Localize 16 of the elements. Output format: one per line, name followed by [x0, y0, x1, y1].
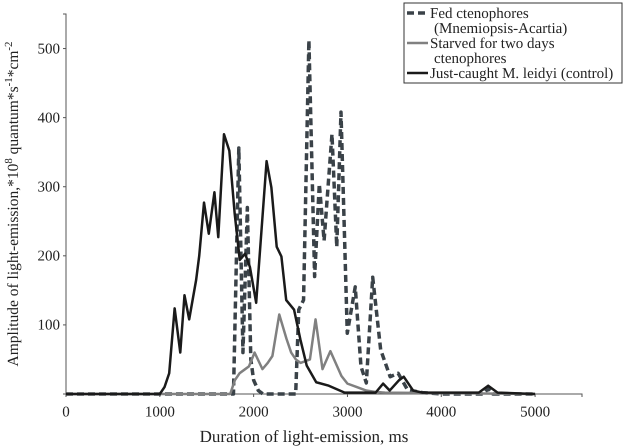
y-tick-label: 100: [38, 318, 60, 334]
x-axis-title: Duration of light-emission, ms: [200, 427, 408, 446]
x-tick-label: 2000: [238, 404, 269, 420]
x-tick-label: 1000: [144, 404, 175, 420]
legend-label: Just-caught M. leidyi (control): [430, 66, 614, 82]
x-tick-label: 3000: [332, 404, 362, 420]
x-tick-label: 4000: [426, 404, 456, 420]
x-tick-label: 5000: [520, 404, 550, 420]
y-tick-label: 400: [38, 110, 60, 126]
line-series: [64, 132, 536, 396]
y-tick-label: 200: [38, 248, 60, 265]
legend-label: Fed ctenophores (Mnemiopsis-Acartia): [430, 6, 568, 37]
x-tick-label: 0: [62, 404, 70, 420]
y-tick-label: 500: [38, 41, 60, 58]
y-tick-label: 300: [38, 180, 60, 196]
legend-label: Starved for two days ctenophores: [430, 36, 555, 67]
